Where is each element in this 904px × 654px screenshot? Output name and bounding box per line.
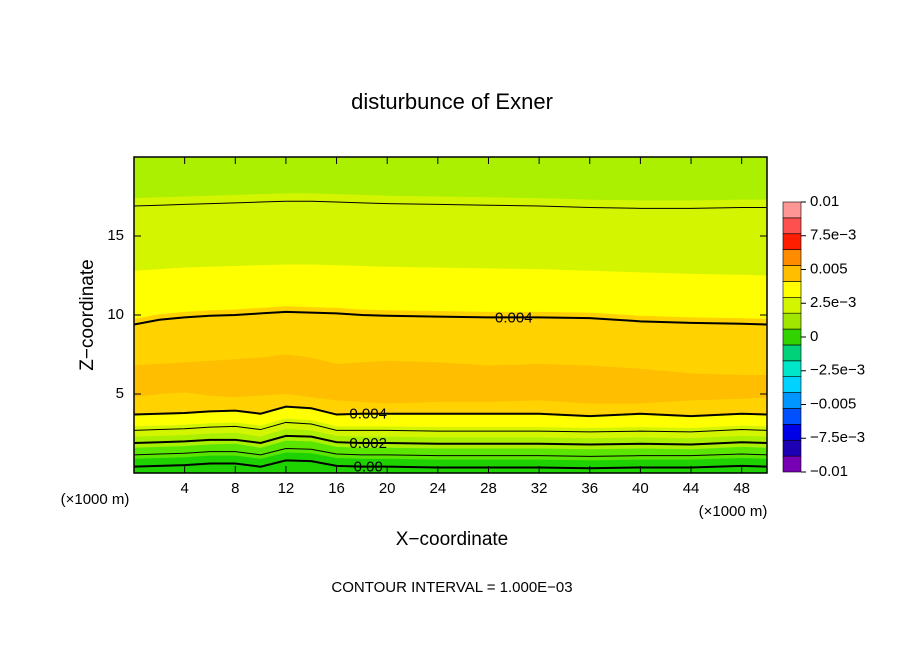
x-tick-label: 4 <box>180 480 188 497</box>
x-tick-label: 24 <box>429 480 446 497</box>
colorbar-label: −0.005 <box>810 395 856 412</box>
colorbar-swatch <box>782 455 802 473</box>
colorbar-swatch <box>782 439 802 457</box>
x-tick-label: 16 <box>328 480 345 497</box>
x-tick-label: 44 <box>683 480 700 497</box>
x-tick-label: 32 <box>531 480 548 497</box>
x-axis-label: X−coordinate <box>396 529 509 550</box>
colorbar-label: 2.5e−3 <box>810 294 856 311</box>
contour-label: 0.004 <box>349 406 387 423</box>
colorbar-swatch <box>782 344 802 362</box>
x-tick-label: 20 <box>379 480 396 497</box>
colorbar-swatch <box>782 249 802 266</box>
contour-line <box>134 310 767 326</box>
colorbar-swatch <box>782 328 802 346</box>
contour-label: 0.004 <box>495 309 533 326</box>
y-axis-label: Z−coordinate <box>77 259 98 370</box>
x-tick-label: 12 <box>278 480 295 497</box>
x-tick-label: 28 <box>480 480 497 497</box>
y-tick-label: 5 <box>116 385 124 402</box>
colorbar-label: −2.5e−3 <box>810 362 865 379</box>
contour-line <box>134 200 767 209</box>
colorbar-swatch <box>782 233 802 250</box>
contour-line <box>134 448 767 457</box>
colorbar-label: −0.01 <box>810 463 848 480</box>
colorbar-swatch <box>782 424 802 441</box>
x-unit: (×1000 m) <box>61 491 130 508</box>
colorbar-label: 0 <box>810 328 818 345</box>
contour-line <box>134 405 767 418</box>
y-tick-label: 10 <box>107 306 124 323</box>
x-unit: (×1000 m) <box>699 503 768 520</box>
x-tick-label: 36 <box>581 480 598 497</box>
colorbar-swatch <box>782 392 802 409</box>
y-tick-label: 15 <box>107 227 124 244</box>
contour-line <box>134 434 767 446</box>
footer-note: CONTOUR INTERVAL = 1.000E−03 <box>331 579 572 596</box>
contour-label: 0.00 <box>354 459 383 476</box>
colorbar-label: 0.005 <box>810 260 848 277</box>
colorbar-swatch <box>782 201 802 219</box>
colorbar-swatch <box>782 312 802 330</box>
colorbar-swatch <box>782 376 802 393</box>
colorbar-swatch <box>782 281 802 298</box>
colorbar-swatch <box>782 360 802 378</box>
colorbar-label: −7.5e−3 <box>810 429 865 446</box>
colorbar-label: 0.01 <box>810 193 839 210</box>
colorbar-label: 7.5e−3 <box>810 227 856 244</box>
x-tick-label: 8 <box>231 480 239 497</box>
contour-label: 0.002 <box>349 435 387 452</box>
x-tick-label: 48 <box>733 480 750 497</box>
x-tick-label: 40 <box>632 480 649 497</box>
colorbar-swatch <box>782 296 802 314</box>
colorbar-swatch <box>782 408 802 425</box>
colorbar-swatch <box>782 265 802 282</box>
contour-line <box>134 421 767 433</box>
colorbar-swatch <box>782 217 802 235</box>
chart-title: disturbunce of Exner <box>351 89 553 114</box>
